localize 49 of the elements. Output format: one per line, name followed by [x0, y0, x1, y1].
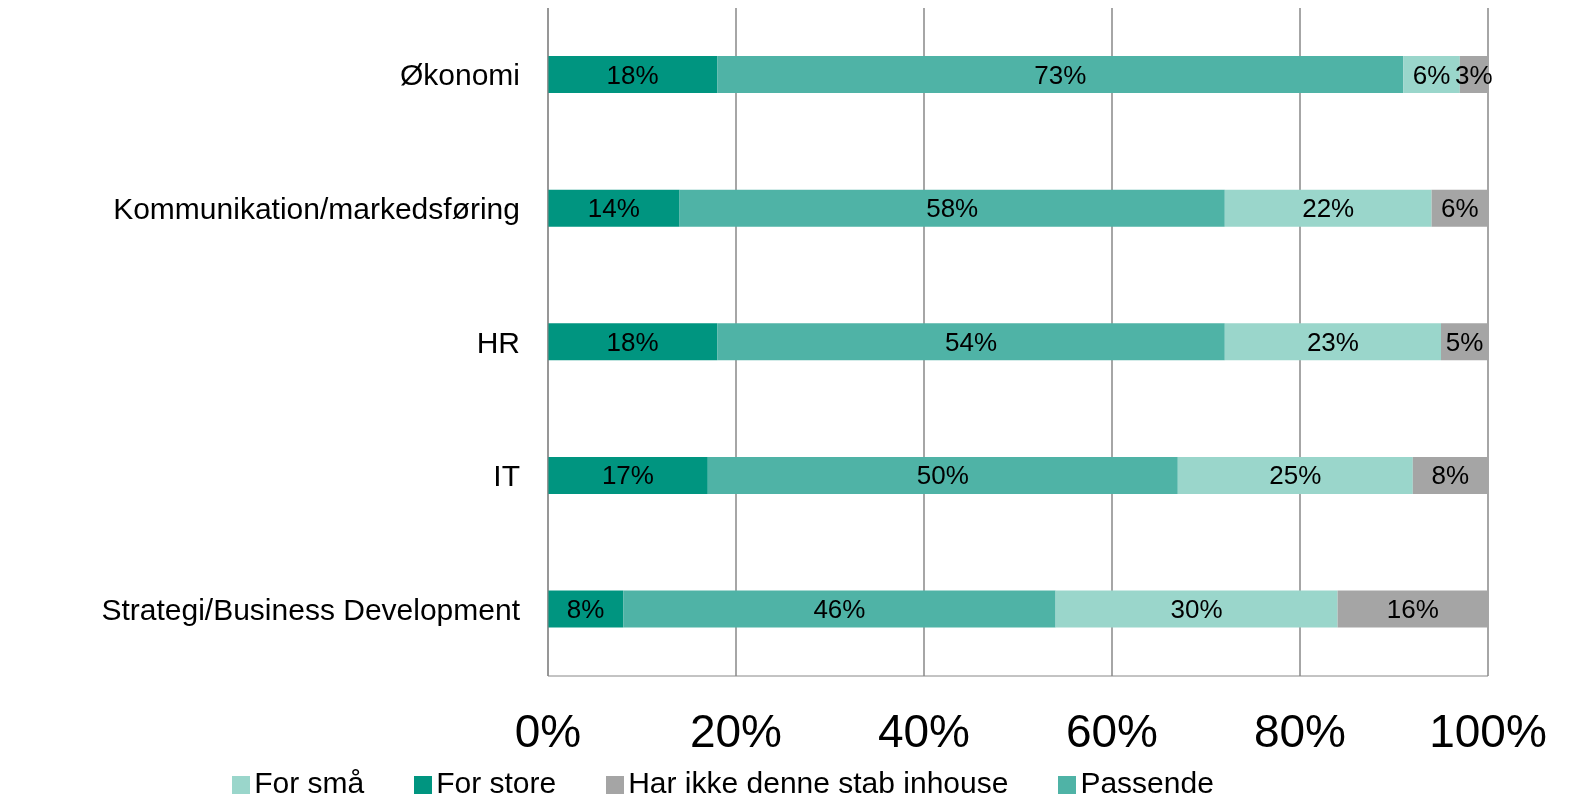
bar: [548, 456, 708, 494]
data-label: 16%: [1386, 594, 1439, 624]
x-tick-label: 20%: [689, 704, 783, 757]
data-label: 54%: [944, 326, 998, 357]
bar: [1337, 590, 1488, 628]
data-label: 25%: [1269, 460, 1322, 491]
y-tick-label: Strategi/Business Development: [101, 592, 521, 626]
y-tick-label: HR: [476, 325, 520, 359]
bar: [679, 189, 1225, 227]
data-label: 3%: [1455, 59, 1493, 90]
data-label: 46%: [813, 594, 866, 624]
bar: [623, 590, 1056, 628]
legend-label: For små: [254, 766, 365, 799]
data-label: 8%: [566, 594, 605, 624]
data-label: 6%: [1412, 59, 1451, 90]
bar: [548, 56, 718, 94]
x-tick-label: 0%: [514, 704, 582, 757]
x-tick-label: 80%: [1253, 704, 1347, 757]
data-label: 73%: [1034, 59, 1087, 90]
bar: [1055, 590, 1338, 628]
x-tick-label: 100%: [1429, 704, 1547, 757]
data-label: 8%: [1431, 460, 1470, 491]
bar: [1224, 189, 1432, 227]
y-tick-label: IT: [493, 459, 520, 493]
data-label: 23%: [1306, 326, 1359, 357]
bar: [717, 323, 1225, 361]
data-label: 18%: [606, 326, 659, 357]
bar: [717, 56, 1404, 94]
bar: [1177, 456, 1413, 494]
bar: [1224, 323, 1441, 361]
legend-label: For store: [436, 766, 557, 799]
data-label: 18%: [606, 59, 659, 90]
y-tick-label: Kommunikation/markedsføring: [113, 192, 520, 226]
data-label: 50%: [916, 460, 969, 491]
data-label: 5%: [1445, 326, 1484, 357]
bar: [548, 189, 680, 227]
x-tick-label: 60%: [1065, 704, 1159, 757]
y-tick-label: Økonomi: [399, 58, 520, 92]
bar: [548, 323, 718, 361]
data-label: 22%: [1302, 193, 1355, 224]
x-tick-label: 40%: [877, 704, 971, 757]
data-label: 58%: [926, 193, 979, 224]
bar: [707, 456, 1178, 494]
data-label: 17%: [601, 460, 654, 491]
data-label: 14%: [587, 193, 640, 224]
legend-label: Passende: [1080, 766, 1214, 799]
legend-label: Har ikke denne stab inhouse: [628, 766, 1009, 799]
data-label: 30%: [1170, 594, 1223, 624]
data-label: 6%: [1441, 193, 1479, 224]
